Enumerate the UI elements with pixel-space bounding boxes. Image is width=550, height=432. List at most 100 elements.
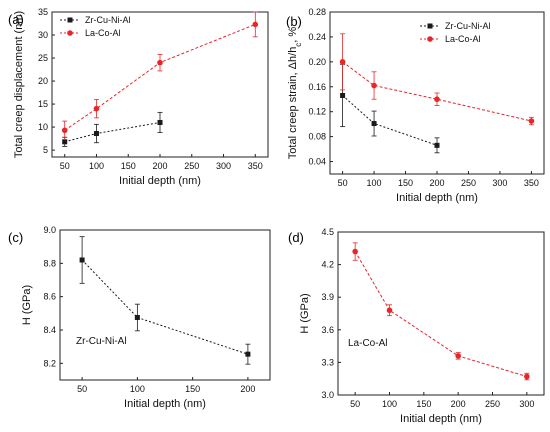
x-tick-label: 300 bbox=[216, 161, 231, 171]
x-tick-label: 50 bbox=[60, 161, 70, 171]
y-axis-label: Total creep strain, Δh/hc, % bbox=[287, 27, 303, 160]
y-axis-label-sub: c bbox=[294, 43, 303, 47]
data-point bbox=[528, 118, 535, 124]
series-1 bbox=[340, 63, 440, 154]
y-tick-label: 30 bbox=[38, 30, 48, 40]
y-tick-label: 0.04 bbox=[308, 157, 326, 167]
data-point bbox=[434, 142, 440, 148]
x-tick-label: 150 bbox=[398, 178, 413, 188]
panel-annotation: Zr-Cu-Ni-Al bbox=[76, 336, 127, 347]
legend-marker bbox=[67, 30, 73, 36]
x-tick-label: 200 bbox=[240, 384, 255, 394]
y-tick-label: 20 bbox=[38, 76, 48, 86]
legend-marker bbox=[427, 36, 433, 42]
chart-panel-1: (a) 50 100 150 200 250 300 350 5 10 15 20 25 30 35 Init… bbox=[8, 7, 269, 187]
series-line bbox=[64, 122, 161, 143]
legend: Zr-Cu-Ni-Al La-Co-Al bbox=[420, 21, 491, 44]
legend-label: Zr-Cu-Ni-Al bbox=[85, 15, 131, 25]
y-tick-label: 0.16 bbox=[308, 82, 326, 92]
panel-label: (b) bbox=[286, 14, 302, 29]
x-tick-label: 150 bbox=[185, 384, 200, 394]
series-line bbox=[342, 61, 532, 122]
y-axis-label-main: H (GPa) bbox=[299, 293, 311, 333]
series-line bbox=[64, 23, 256, 131]
x-tick-label: 100 bbox=[130, 384, 145, 394]
series-line bbox=[354, 251, 527, 377]
y-tick-label: 8.8 bbox=[43, 258, 56, 268]
series-line bbox=[81, 259, 249, 355]
y-tick-label: 15 bbox=[38, 99, 48, 109]
y-tick-label: 9.0 bbox=[43, 225, 56, 235]
data-point bbox=[455, 353, 461, 359]
x-tick-label: 100 bbox=[367, 178, 382, 188]
legend-marker bbox=[427, 23, 433, 29]
data-point bbox=[134, 315, 140, 320]
legend-marker bbox=[67, 17, 73, 23]
data-point bbox=[252, 21, 259, 28]
series-1 bbox=[352, 242, 530, 381]
series-1 bbox=[62, 111, 163, 147]
y-tick-label: 0.08 bbox=[308, 132, 326, 142]
y-tick-label: 25 bbox=[38, 53, 48, 63]
y-axis-label-main: Total creep strain, Δh/h bbox=[287, 47, 299, 160]
x-tick-label: 150 bbox=[416, 399, 431, 409]
legend-label: La-Co-Al bbox=[85, 28, 121, 38]
x-axis-label: Initial depth (nm) bbox=[396, 192, 478, 204]
x-tick-label: 300 bbox=[519, 399, 534, 409]
x-tick-label: 250 bbox=[184, 161, 199, 171]
x-tick-label: 200 bbox=[429, 178, 444, 188]
x-tick-label: 150 bbox=[121, 161, 136, 171]
plot-frame bbox=[59, 229, 271, 381]
x-tick-label: 50 bbox=[338, 178, 348, 188]
series-line bbox=[342, 95, 438, 146]
data-point bbox=[245, 351, 251, 357]
y-tick-label: 10 bbox=[38, 122, 48, 132]
x-tick-label: 200 bbox=[152, 161, 167, 171]
data-point bbox=[524, 373, 530, 380]
chart-panel-4: (d) 50 100 150 200 250 300 3.0 3.3 3.6 3.9 4.2 4.5 In… bbox=[288, 227, 545, 425]
y-tick-label: 8.4 bbox=[43, 325, 56, 335]
x-tick-label: 350 bbox=[248, 161, 263, 171]
plot-frame bbox=[337, 231, 545, 396]
legend-label: La-Co-Al bbox=[445, 34, 481, 44]
y-tick-label: 0.12 bbox=[308, 107, 326, 117]
data-point bbox=[340, 92, 346, 98]
y-axis-label-main: H (GPa) bbox=[21, 285, 33, 325]
y-axis-label-tail: , % bbox=[287, 27, 299, 43]
y-tick-label: 0.28 bbox=[308, 7, 326, 17]
panel-label: (a) bbox=[8, 12, 24, 27]
panel-label: (c) bbox=[8, 230, 23, 245]
y-tick-label: 35 bbox=[38, 7, 48, 17]
data-point bbox=[62, 139, 68, 145]
y-tick-label: 8.6 bbox=[43, 292, 56, 302]
y-axis-label: H (GPa) bbox=[299, 293, 311, 333]
x-tick-label: 250 bbox=[461, 178, 476, 188]
x-tick-label: 250 bbox=[485, 399, 500, 409]
y-tick-label: 3.9 bbox=[321, 292, 334, 302]
legend-label: Zr-Cu-Ni-Al bbox=[445, 21, 491, 31]
data-point bbox=[157, 119, 163, 125]
x-tick-label: 50 bbox=[77, 384, 87, 394]
data-point bbox=[434, 96, 440, 103]
y-tick-label: 4.5 bbox=[321, 227, 334, 237]
y-tick-label: 3.6 bbox=[321, 325, 334, 335]
data-point bbox=[386, 307, 393, 314]
y-axis-label-main: Total creep displacement (nm) bbox=[13, 11, 25, 158]
panel-annotation: La-Co-Al bbox=[348, 338, 387, 349]
y-tick-label: 3.3 bbox=[321, 357, 334, 367]
legend: Zr-Cu-Ni-Al La-Co-Al bbox=[60, 15, 131, 38]
y-tick-label: 0.20 bbox=[308, 57, 326, 67]
chart-panel-2: (b) 50 100 150 200 250 300 350 0.04 0.08 0.12 0.16 0… bbox=[286, 7, 545, 204]
series-2 bbox=[61, 11, 259, 140]
x-axis-label: Initial depth (nm) bbox=[400, 413, 482, 425]
y-tick-label: 5 bbox=[43, 145, 48, 155]
data-point bbox=[61, 127, 68, 134]
x-tick-label: 100 bbox=[382, 399, 397, 409]
y-tick-label: 3.0 bbox=[321, 390, 334, 400]
chart-panel-3: (c) 50 100 150 200 8.2 8.4 8.6 8.8 9.0 Initial dep… bbox=[8, 225, 271, 410]
x-tick-label: 100 bbox=[89, 161, 104, 171]
y-tick-label: 0.24 bbox=[308, 32, 326, 42]
y-axis-label: H (GPa) bbox=[21, 285, 33, 325]
x-tick-label: 300 bbox=[492, 178, 507, 188]
